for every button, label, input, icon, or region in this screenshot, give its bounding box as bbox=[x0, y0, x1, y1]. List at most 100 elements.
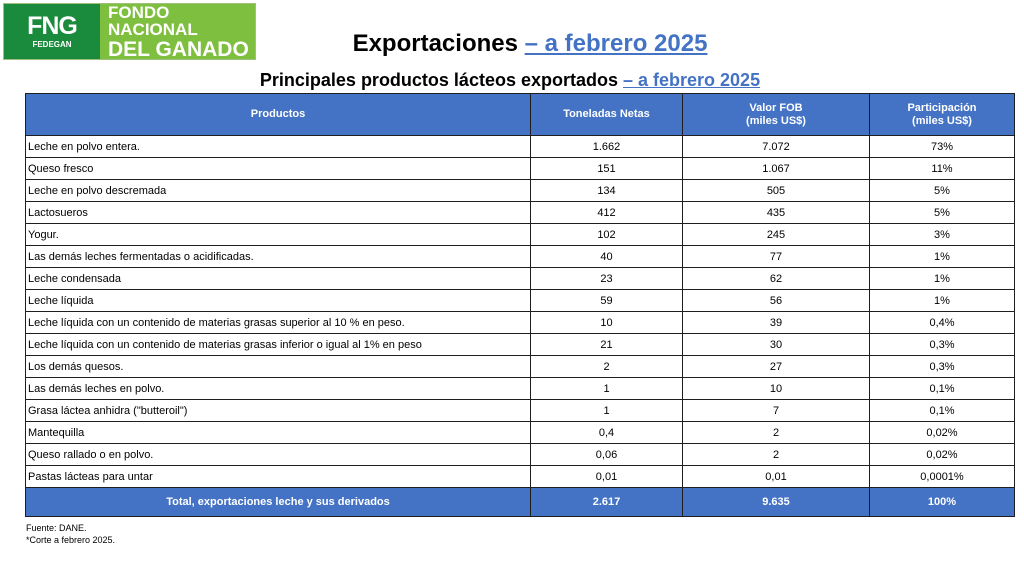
total-valor: 9.635 bbox=[682, 487, 870, 517]
cell-participacion: 0,1% bbox=[869, 399, 1015, 422]
cell-producto: Pastas lácteas para untar bbox=[25, 465, 531, 488]
logo-line-2: DEL GANADO bbox=[108, 37, 249, 61]
cell-producto: Las demás leches en polvo. bbox=[25, 377, 531, 400]
table-row: Las demás leches fermentadas o acidifica… bbox=[25, 245, 1015, 268]
total-toneladas: 2.617 bbox=[530, 487, 683, 517]
cell-participacion: 3% bbox=[869, 223, 1015, 246]
cell-valor: 7 bbox=[682, 399, 870, 422]
page-title: Exportaciones – a febrero 2025 bbox=[260, 30, 800, 58]
cell-toneladas: 10 bbox=[530, 311, 683, 334]
cell-toneladas: 0,01 bbox=[530, 465, 683, 488]
cell-producto: Leche condensada bbox=[25, 267, 531, 290]
cell-participacion: 11% bbox=[869, 157, 1015, 180]
cell-producto: Queso rallado o en polvo. bbox=[25, 443, 531, 466]
cell-valor: 1.067 bbox=[682, 157, 870, 180]
cell-toneladas: 59 bbox=[530, 289, 683, 312]
logo-mark-block: FNG FEDEGAN bbox=[4, 4, 100, 59]
cell-toneladas: 151 bbox=[530, 157, 683, 180]
table-row: Leche en polvo entera. 1.662 7.072 73% bbox=[25, 135, 1015, 158]
cell-valor: 39 bbox=[682, 311, 870, 334]
cell-valor: 2 bbox=[682, 443, 870, 466]
header-participacion-line-2: (miles US$) bbox=[912, 114, 972, 127]
cell-toneladas: 2 bbox=[530, 355, 683, 378]
header-participacion-line-1: Participación bbox=[907, 101, 977, 114]
cell-participacion: 5% bbox=[869, 179, 1015, 202]
cell-producto: Los demás quesos. bbox=[25, 355, 531, 378]
cell-participacion: 0,0001% bbox=[869, 465, 1015, 488]
cell-toneladas: 21 bbox=[530, 333, 683, 356]
cell-producto: Grasa láctea anhidra ("butteroil") bbox=[25, 399, 531, 422]
table-row: Queso fresco 151 1.067 11% bbox=[25, 157, 1015, 180]
cell-valor: 62 bbox=[682, 267, 870, 290]
cell-valor: 7.072 bbox=[682, 135, 870, 158]
cell-toneladas: 1 bbox=[530, 377, 683, 400]
cell-participacion: 5% bbox=[869, 201, 1015, 224]
table-total-row: Total, exportaciones leche y sus derivad… bbox=[25, 487, 1015, 517]
cell-participacion: 0,4% bbox=[869, 311, 1015, 334]
cell-toneladas: 23 bbox=[530, 267, 683, 290]
logo-text-block: FONDO NACIONAL DEL GANADO bbox=[100, 4, 255, 61]
cell-toneladas: 134 bbox=[530, 179, 683, 202]
table-row: Las demás leches en polvo. 1 10 0,1% bbox=[25, 377, 1015, 400]
cell-producto: Queso fresco bbox=[25, 157, 531, 180]
cell-participacion: 1% bbox=[869, 289, 1015, 312]
header-toneladas: Toneladas Netas bbox=[530, 93, 683, 136]
fng-logo: FNG FEDEGAN FONDO NACIONAL DEL GANADO bbox=[3, 3, 256, 60]
cell-toneladas: 1 bbox=[530, 399, 683, 422]
page-subtitle: Principales productos lácteos exportados… bbox=[100, 70, 920, 91]
table-row: Grasa láctea anhidra ("butteroil") 1 7 0,1% bbox=[25, 399, 1015, 422]
table-row: Leche en polvo descremada 134 505 5% bbox=[25, 179, 1015, 202]
cell-producto: Leche en polvo entera. bbox=[25, 135, 531, 158]
table-row: Los demás quesos. 2 27 0,3% bbox=[25, 355, 1015, 378]
cut-note: *Corte a febrero 2025. bbox=[26, 535, 116, 545]
header-participacion: Participación (miles US$) bbox=[869, 93, 1015, 136]
table-row: Leche líquida con un contenido de materi… bbox=[25, 311, 1015, 334]
cell-producto: Mantequilla bbox=[25, 421, 531, 444]
cell-toneladas: 412 bbox=[530, 201, 683, 224]
header-valor-line-1: Valor FOB bbox=[749, 101, 803, 114]
cell-valor: 2 bbox=[682, 421, 870, 444]
total-participacion: 100% bbox=[869, 487, 1015, 517]
cell-valor: 27 bbox=[682, 355, 870, 378]
cell-producto: Leche en polvo descremada bbox=[25, 179, 531, 202]
table-row: Leche condensada 23 62 1% bbox=[25, 267, 1015, 290]
cell-participacion: 1% bbox=[869, 267, 1015, 290]
logo-mark: FNG bbox=[27, 12, 78, 40]
cell-valor: 77 bbox=[682, 245, 870, 268]
table-row: Pastas lácteas para untar 0,01 0,01 0,0001% bbox=[25, 465, 1015, 488]
page-subtitle-link[interactable]: – a febrero 2025 bbox=[623, 70, 761, 90]
cell-valor: 435 bbox=[682, 201, 870, 224]
cell-participacion: 1% bbox=[869, 245, 1015, 268]
page-title-link[interactable]: – a febrero 2025 bbox=[524, 30, 708, 57]
table-row: Mantequilla 0,4 2 0,02% bbox=[25, 421, 1015, 444]
cell-valor: 245 bbox=[682, 223, 870, 246]
cell-producto: Las demás leches fermentadas o acidifica… bbox=[25, 245, 531, 268]
cell-valor: 30 bbox=[682, 333, 870, 356]
table-row: Leche líquida 59 56 1% bbox=[25, 289, 1015, 312]
table-row: Queso rallado o en polvo. 0,06 2 0,02% bbox=[25, 443, 1015, 466]
cell-toneladas: 40 bbox=[530, 245, 683, 268]
table-row: Leche líquida con un contenido de materi… bbox=[25, 333, 1015, 356]
page-subtitle-main: Principales productos lácteos exportados bbox=[259, 70, 623, 90]
cell-toneladas: 0,06 bbox=[530, 443, 683, 466]
source-note: Fuente: DANE. bbox=[26, 523, 87, 533]
logo-sub: FEDEGAN bbox=[32, 40, 72, 49]
cell-producto: Yogur. bbox=[25, 223, 531, 246]
table-body: Leche en polvo entera. 1.662 7.072 73% Queso… bbox=[25, 135, 1015, 488]
cell-toneladas: 1.662 bbox=[530, 135, 683, 158]
cell-producto: Leche líquida bbox=[25, 289, 531, 312]
cell-participacion: 0,02% bbox=[869, 443, 1015, 466]
cell-toneladas: 0,4 bbox=[530, 421, 683, 444]
cell-participacion: 0,3% bbox=[869, 333, 1015, 356]
total-label: Total, exportaciones leche y sus derivad… bbox=[25, 487, 531, 517]
cell-toneladas: 102 bbox=[530, 223, 683, 246]
cell-participacion: 73% bbox=[869, 135, 1015, 158]
footnotes: Fuente: DANE. *Corte a febrero 2025. bbox=[26, 522, 115, 546]
cell-valor: 0,01 bbox=[682, 465, 870, 488]
cell-valor: 56 bbox=[682, 289, 870, 312]
table-row: Yogur. 102 245 3% bbox=[25, 223, 1015, 246]
cell-participacion: 0,1% bbox=[869, 377, 1015, 400]
cell-valor: 10 bbox=[682, 377, 870, 400]
cell-producto: Leche líquida con un contenido de materi… bbox=[25, 311, 531, 334]
header-productos: Productos bbox=[25, 93, 531, 136]
